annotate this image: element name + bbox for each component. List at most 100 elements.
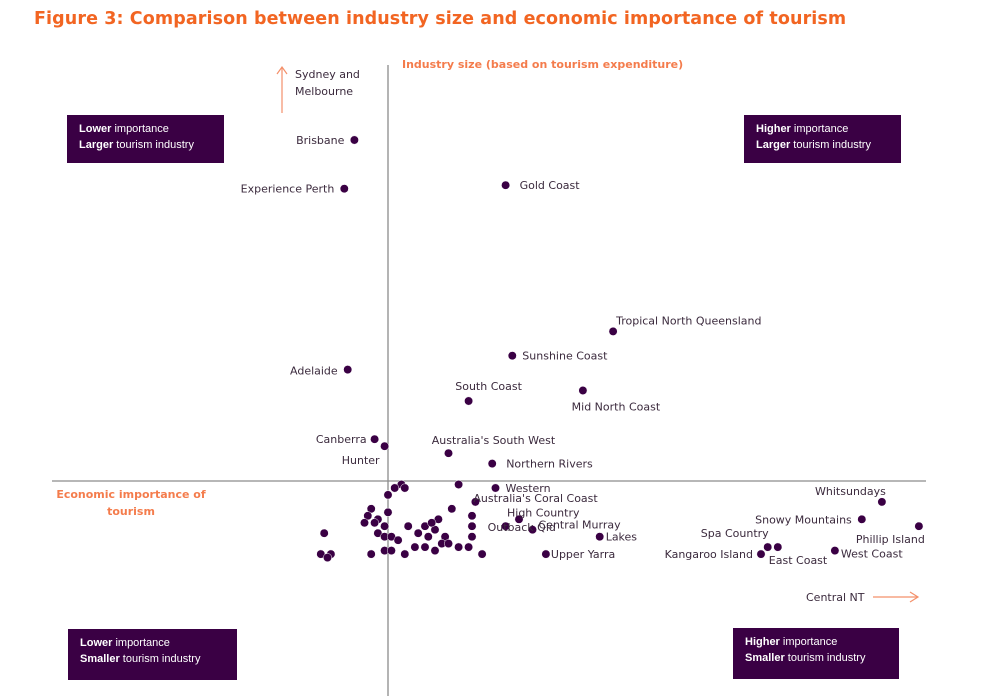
data-point [413,528,423,538]
point-label-mid-north-coast: Mid North Coast [572,401,661,414]
point-label-experience-perth: Experience Perth [241,183,335,196]
point-label-hunter: Hunter [342,454,380,467]
data-point [410,542,420,552]
data-point [477,549,487,559]
data-point-experience-perth [339,184,349,194]
data-point [467,511,477,521]
quadrant-box-top-right: Higher importance Larger tourism industr… [744,115,901,163]
data-point [427,518,437,528]
point-label-brisbane: Brisbane [296,134,345,147]
data-point-tropical-north-queensland [608,326,618,336]
data-point [400,483,410,493]
point-label-whitsundays: Whitsundays [815,485,886,498]
point-label-outback-qld: Outback Qld [488,521,556,534]
data-point [454,480,464,489]
data-point-south-coast [464,396,474,406]
data-point-western [491,483,500,493]
right-arrow-head-icon [909,591,920,603]
point-label-lakes: Lakes [606,531,638,544]
quadrant-line-2: Larger tourism industry [756,139,871,151]
data-point [386,546,396,556]
data-point [383,507,393,517]
data-point-northern-rivers [487,459,497,469]
figure-title: Figure 3: Comparison between industry si… [34,9,847,29]
quadrant-line-2: Smaller tourism industry [745,652,866,664]
quadrant-line-1: Lower importance [80,637,170,649]
point-label-northern-rivers: Northern Rivers [506,458,593,471]
data-point [323,553,332,563]
point-label-south-coast: South Coast [455,380,522,393]
data-point [366,549,376,559]
data-point-canberra [370,434,380,444]
data-point [444,539,453,549]
point-label-adelaide: Adelaide [290,365,338,378]
data-point [390,483,400,493]
point-label-phillip-island: Phillip Island [856,533,925,546]
data-point [447,504,457,514]
point-label-kangaroo-island: Kangaroo Island [665,548,753,561]
data-point [464,542,474,552]
data-point-snowy-mountains [857,514,867,524]
data-point [430,546,440,556]
offscale-central-nt: Central NT [806,591,920,604]
quadrant-box-bottom-left: Lower importance Smaller tourism industr… [68,629,237,680]
up-arrow-head-icon [276,65,288,75]
x-axis-title-line2: tourism [107,505,155,518]
data-point [467,521,477,531]
label-central-nt: Central NT [806,591,865,604]
data-point-gold-coast [501,180,511,190]
data-point-sunshine-coast [507,351,517,361]
data-point [454,542,464,552]
data-point-lakes [595,532,605,542]
label-sydney: Sydney and [295,68,360,81]
point-label-spa-country: Spa Country [701,527,769,540]
data-point-whitsundays [877,497,887,507]
point-label-australia-s-south-west: Australia's South West [432,434,556,447]
data-point-east-coast [773,542,783,552]
point-label-australia-s-coral-coast: Australia's Coral Coast [473,492,598,505]
data-point-adelaide [343,365,353,375]
data-point-kangaroo-island [756,549,766,559]
data-point-upper-yarra [541,549,551,559]
quadrant-line-2: Larger tourism industry [79,139,194,151]
data-point-high-country [514,514,524,524]
data-point [423,532,433,542]
point-label-upper-yarra: Upper Yarra [551,548,615,561]
data-point-outback-qld [501,521,511,531]
points-layer [316,135,924,563]
data-point-brisbane [349,135,359,145]
quadrant-line-1: Higher importance [745,636,838,648]
data-point-hunter [380,441,390,451]
point-label-high-country: High Country [507,506,580,519]
point-label-sunshine-coast: Sunshine Coast [522,350,608,363]
data-point-spa-country [763,542,773,552]
point-label-western: Western [506,482,551,495]
data-point [370,518,380,528]
data-point [319,528,329,538]
data-point [400,549,410,559]
data-point-west-coast [830,546,840,556]
data-point [383,490,393,500]
quadrant-line-1: Lower importance [79,123,169,135]
point-label-east-coast: East Coast [769,554,828,567]
data-point-phillip-island [914,521,924,531]
data-point-australia-s-coral-coast [470,497,480,507]
data-point [403,521,413,531]
point-label-west-coast: West Coast [841,548,903,561]
data-point [380,521,390,531]
data-point-central-murray [528,525,537,535]
quadrant-line-1: Higher importance [756,123,849,135]
label-melbourne: Melbourne [295,85,353,98]
data-point [393,535,403,545]
y-axis-title: Industry size (based on tourism expendit… [402,58,683,71]
point-label-gold-coast: Gold Coast [520,179,581,192]
quadrant-box-bottom-right: Higher importance Smaller tourism indust… [733,628,899,679]
x-axis-title-line1: Economic importance of [56,488,206,501]
quadrant-line-2: Smaller tourism industry [80,653,201,665]
point-label-tropical-north-queensland: Tropical North Queensland [615,314,761,327]
quadrant-box-top-left: Lower importance Larger tourism industry [67,115,224,163]
point-label-central-murray: Central Murray [539,519,622,532]
data-point-mid-north-coast [578,386,588,395]
point-label-snowy-mountains: Snowy Mountains [755,513,852,526]
